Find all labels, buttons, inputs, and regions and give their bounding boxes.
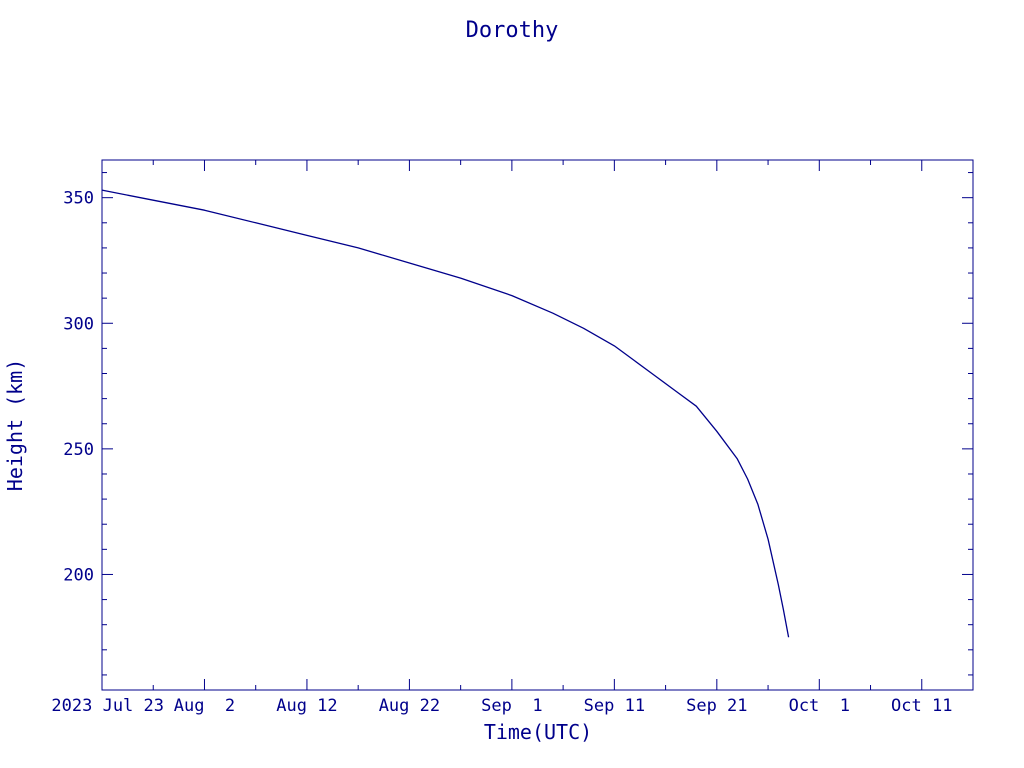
x-axis-ticks: 2023 Jul 23 Aug 2 Aug 12 Aug 22 Sep 1 Sep 11 S… xyxy=(51,160,952,716)
y-tick-label: 300 xyxy=(63,314,94,334)
x-tick-label: Oct 11 xyxy=(891,696,952,716)
x-tick-label: Oct 1 xyxy=(789,696,850,716)
x-tick-label: Aug 22 xyxy=(379,696,440,716)
x-tick-label: Sep 1 xyxy=(481,696,542,716)
x-tick-label: Sep 11 xyxy=(584,696,645,716)
x-axis-label: Time(UTC) xyxy=(484,720,592,744)
x-tick-label: Aug 2 xyxy=(174,696,235,716)
x-tick-label: Aug 12 xyxy=(276,696,337,716)
y-tick-label: 200 xyxy=(63,565,94,585)
y-tick-label: 350 xyxy=(63,189,94,209)
x-tick-label: Sep 21 xyxy=(686,696,747,716)
plot-frame xyxy=(101,159,974,691)
series-line xyxy=(101,189,790,638)
y-axis-label: Height (km) xyxy=(3,359,27,491)
y-axis-ticks: 200 250 300 350 xyxy=(63,172,973,676)
x-tick-label: 2023 Jul 23 xyxy=(51,696,164,716)
chart-title: Dorothy xyxy=(466,18,559,43)
series-layer xyxy=(101,189,790,638)
y-tick-label: 250 xyxy=(63,440,94,460)
